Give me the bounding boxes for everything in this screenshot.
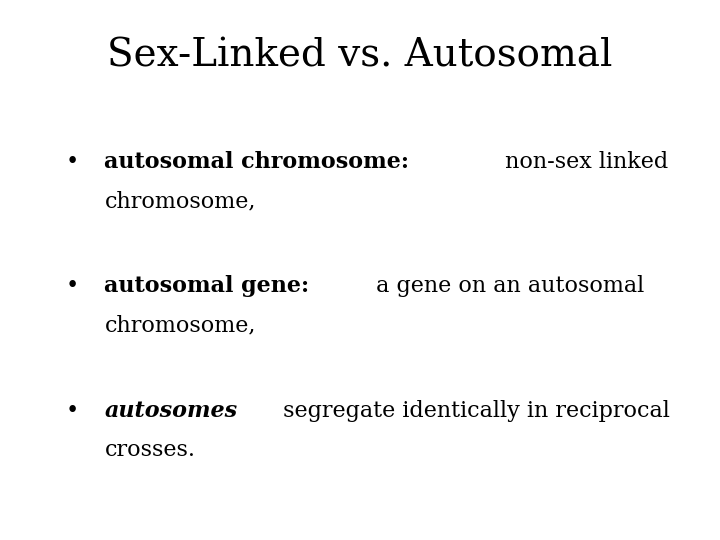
Text: •: • [66,275,78,298]
Text: segregate identically in reciprocal: segregate identically in reciprocal [276,400,670,422]
Text: autosomes: autosomes [104,400,238,422]
Text: autosomal gene:: autosomal gene: [104,275,310,298]
Text: Sex-Linked vs. Autosomal: Sex-Linked vs. Autosomal [107,38,613,75]
Text: chromosome,: chromosome, [104,315,256,337]
Text: a gene on an autosomal: a gene on an autosomal [369,275,644,298]
Text: •: • [66,400,78,422]
Text: autosomal chromosome:: autosomal chromosome: [104,151,410,173]
Text: crosses.: crosses. [104,439,195,461]
Text: non-sex linked: non-sex linked [498,151,668,173]
Text: •: • [66,151,78,173]
Text: chromosome,: chromosome, [104,191,256,213]
